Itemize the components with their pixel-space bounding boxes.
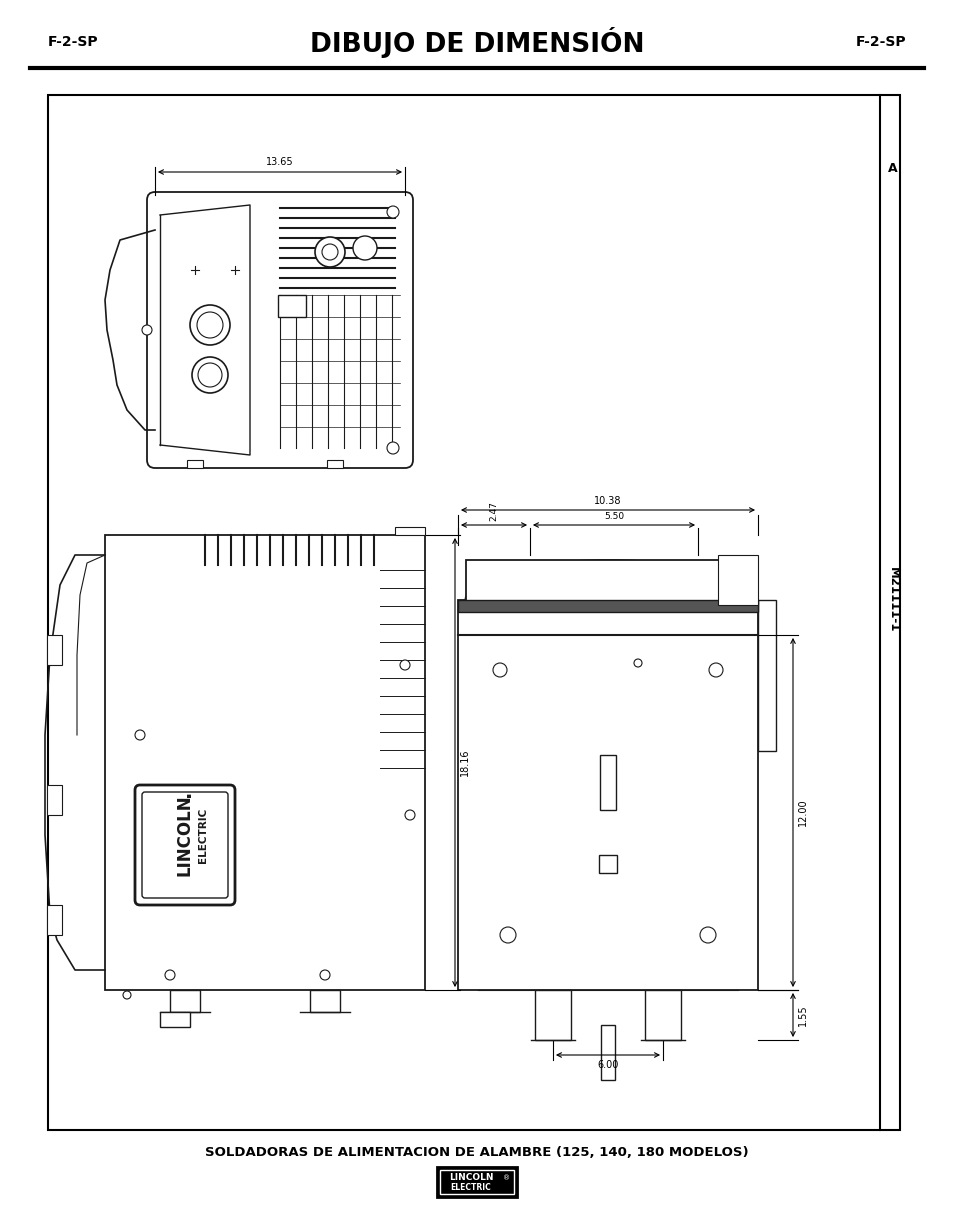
Bar (598, 855, 617, 872)
Circle shape (634, 659, 641, 667)
Bar (439, 1171, 514, 1194)
FancyBboxPatch shape (147, 191, 413, 467)
FancyBboxPatch shape (142, 791, 228, 898)
Text: ELECTRIC: ELECTRIC (450, 1184, 491, 1193)
Circle shape (198, 363, 222, 387)
Bar (327, 460, 343, 467)
Text: 12.00: 12.00 (797, 799, 807, 826)
Circle shape (322, 244, 337, 260)
Circle shape (314, 237, 345, 267)
Bar (457, 600, 758, 990)
Bar (48, 94, 899, 1130)
Bar (47, 785, 62, 815)
Text: 2.47: 2.47 (489, 501, 498, 521)
Bar (465, 560, 749, 602)
Circle shape (319, 971, 330, 980)
Bar (758, 600, 775, 751)
Circle shape (708, 663, 722, 677)
Text: F-2-SP: F-2-SP (48, 36, 98, 49)
Bar (170, 990, 200, 1012)
Text: M21111-1: M21111-1 (885, 567, 899, 633)
Bar (535, 990, 571, 1040)
Circle shape (387, 442, 398, 454)
FancyBboxPatch shape (135, 785, 234, 906)
Circle shape (123, 991, 131, 999)
Circle shape (700, 928, 716, 944)
Text: 5.50: 5.50 (603, 512, 623, 521)
Circle shape (493, 663, 506, 677)
Circle shape (499, 928, 516, 944)
Circle shape (135, 730, 145, 740)
Bar (187, 460, 203, 467)
Text: 6.00: 6.00 (597, 1060, 618, 1070)
Bar (277, 294, 306, 317)
Circle shape (190, 306, 230, 345)
Text: 13.65: 13.65 (266, 157, 294, 167)
Bar (105, 535, 424, 990)
Text: SOLDADORAS DE ALIMENTACION DE ALAMBRE (125, 140, 180 MODELOS): SOLDADORAS DE ALIMENTACION DE ALAMBRE (1… (205, 1146, 748, 1158)
Text: F-2-SP: F-2-SP (855, 36, 905, 49)
Circle shape (165, 971, 174, 980)
Circle shape (353, 236, 376, 260)
Text: LINCOLN: LINCOLN (175, 794, 193, 876)
Circle shape (192, 357, 228, 393)
Circle shape (142, 325, 152, 335)
Bar (160, 1012, 190, 1027)
Bar (47, 636, 62, 665)
Text: ELECTRIC: ELECTRIC (198, 807, 208, 863)
Bar (457, 600, 758, 612)
Circle shape (196, 312, 223, 337)
Text: A: A (887, 162, 897, 174)
Bar (395, 528, 424, 535)
Bar (600, 1025, 615, 1080)
Bar (310, 990, 339, 1012)
Bar (436, 1167, 517, 1198)
Bar (718, 555, 758, 605)
Bar (47, 906, 62, 935)
Text: DIBUJO DE DIMENSIÓN: DIBUJO DE DIMENSIÓN (310, 27, 643, 58)
Bar (599, 755, 616, 810)
Text: ®: ® (503, 1175, 510, 1182)
Circle shape (399, 660, 410, 670)
Circle shape (405, 810, 415, 820)
Text: ·: · (180, 789, 199, 796)
Circle shape (387, 206, 398, 218)
Text: 1.55: 1.55 (797, 1004, 807, 1026)
Text: LINCOLN: LINCOLN (448, 1173, 493, 1183)
Text: 10.38: 10.38 (594, 496, 621, 506)
Text: 18.16: 18.16 (459, 748, 470, 777)
Bar (644, 990, 680, 1040)
